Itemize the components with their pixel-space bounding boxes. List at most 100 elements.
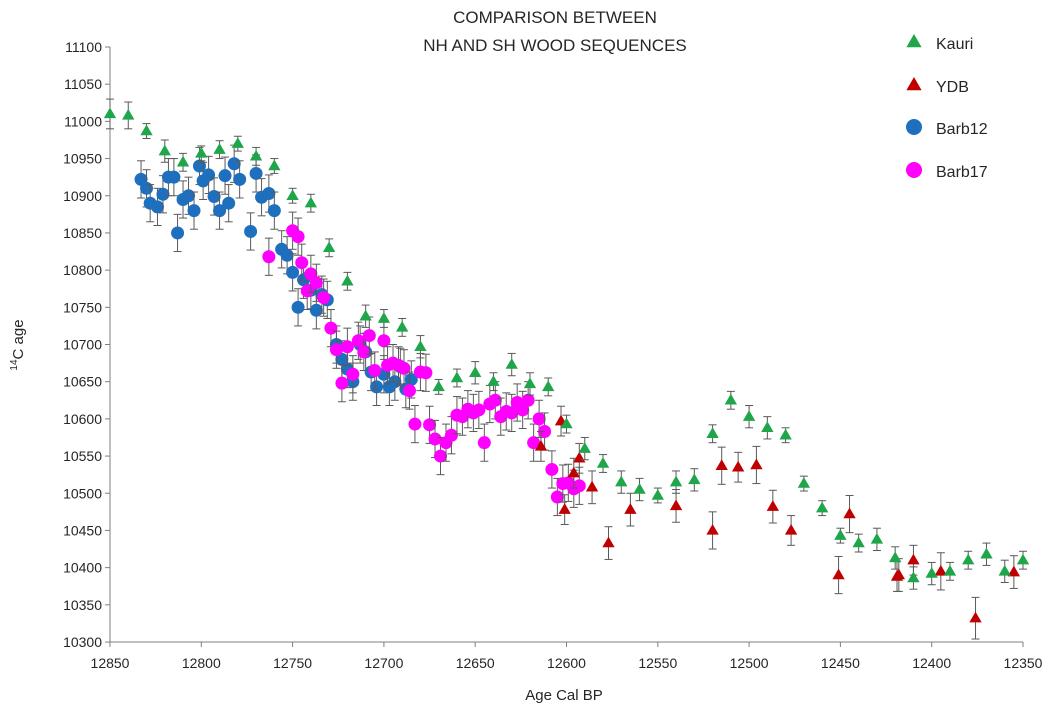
data-point-kauri xyxy=(779,428,792,440)
x-tick-label: 12800 xyxy=(182,655,221,671)
y-tick-label: 11050 xyxy=(64,76,102,92)
y-tick-label: 10350 xyxy=(63,597,102,613)
data-point-barb12 xyxy=(280,248,294,262)
data-point-barb17 xyxy=(346,367,360,381)
y-axis-title: 14C age xyxy=(9,319,27,370)
data-point-kauri xyxy=(925,567,938,578)
data-point-ydb xyxy=(907,553,920,565)
x-tick-label: 12500 xyxy=(730,655,769,671)
data-point-ydb xyxy=(750,458,763,470)
data-point-kauri xyxy=(158,144,171,156)
y-tick-label: 10400 xyxy=(63,560,102,576)
data-point-kauri xyxy=(249,149,263,161)
x-axis-title: Age Cal BP xyxy=(525,687,603,704)
data-point-barb17 xyxy=(317,291,331,305)
data-point-kauri xyxy=(432,380,445,392)
y-tick-label: 10600 xyxy=(63,411,102,427)
y-tick-label: 10900 xyxy=(63,188,102,204)
legend-label-barb12: Barb12 xyxy=(936,121,988,138)
series-ydb xyxy=(534,405,1021,640)
data-point-barb12 xyxy=(227,157,241,171)
data-point-kauri xyxy=(998,564,1011,576)
data-point-kauri xyxy=(633,483,646,494)
data-point-kauri xyxy=(596,457,610,468)
data-point-barb17 xyxy=(521,393,535,407)
data-point-kauri xyxy=(615,475,628,487)
data-point-kauri xyxy=(542,380,555,392)
data-point-ydb xyxy=(706,523,719,535)
data-point-kauri xyxy=(962,553,975,565)
data-point-kauri xyxy=(359,309,372,321)
data-point-ydb xyxy=(843,507,856,519)
data-point-barb12 xyxy=(187,204,201,218)
data-point-barb12 xyxy=(233,172,247,186)
data-point-barb17 xyxy=(545,462,559,476)
data-point-ydb xyxy=(731,460,745,472)
data-point-barb17 xyxy=(527,436,541,450)
data-point-barb12 xyxy=(222,196,236,210)
data-point-kauri xyxy=(195,146,208,158)
data-point-ydb xyxy=(784,523,798,535)
data-point-kauri xyxy=(103,107,117,119)
data-point-ydb xyxy=(534,439,548,451)
data-point-barb17 xyxy=(423,418,437,432)
data-point-ydb xyxy=(766,500,780,511)
data-point-kauri xyxy=(469,366,482,377)
data-point-barb12 xyxy=(156,187,170,201)
data-point-kauri xyxy=(523,377,537,389)
y-tick-label: 10450 xyxy=(63,522,102,538)
data-point-barb12 xyxy=(218,169,232,183)
legend-item-barb17: Barb17 xyxy=(906,162,988,181)
data-point-ydb xyxy=(969,611,982,623)
y-axis-title-superscript: 14 xyxy=(9,359,20,371)
data-point-kauri xyxy=(414,340,427,351)
legend: Kauri YDB Barb12 Barb17 xyxy=(906,34,988,181)
data-point-ydb xyxy=(573,451,586,463)
data-point-ydb xyxy=(567,466,580,478)
legend-marker-barb17 xyxy=(906,162,922,178)
data-point-barb17 xyxy=(368,364,382,378)
data-point-kauri xyxy=(341,274,354,286)
data-point-barb12 xyxy=(404,372,418,386)
data-point-kauri xyxy=(889,551,902,563)
x-tick-label: 12850 xyxy=(91,655,130,671)
data-point-kauri xyxy=(761,421,774,433)
data-point-ydb xyxy=(558,503,571,514)
data-point-barb17 xyxy=(295,256,309,270)
data-point-kauri xyxy=(852,536,865,548)
data-point-barb12 xyxy=(335,352,349,366)
legend-marker-ydb xyxy=(906,77,922,91)
legend-item-ydb: YDB xyxy=(906,77,969,96)
data-point-ydb xyxy=(669,499,683,511)
data-point-kauri xyxy=(907,571,920,583)
x-tick-label: 12650 xyxy=(456,655,495,671)
x-tick-label: 12700 xyxy=(364,655,403,671)
data-point-kauri xyxy=(651,488,664,500)
data-point-barb12 xyxy=(182,189,196,203)
x-tick-label: 12400 xyxy=(912,655,951,671)
data-point-barb17 xyxy=(329,343,343,357)
data-point-barb12 xyxy=(286,265,300,279)
data-point-barb17 xyxy=(309,276,323,290)
data-point-barb17 xyxy=(488,393,502,407)
data-point-ydb xyxy=(934,564,948,576)
data-point-barb17 xyxy=(419,366,433,380)
data-point-barb12 xyxy=(202,168,216,182)
series-kauri xyxy=(103,98,1030,590)
y-tick-label: 11000 xyxy=(64,113,102,129)
data-point-barb12 xyxy=(213,204,227,218)
data-point-barb17 xyxy=(477,436,491,450)
data-point-kauri xyxy=(140,124,153,136)
data-point-kauri xyxy=(268,159,281,171)
x-tick-label: 12750 xyxy=(273,655,312,671)
y-tick-label: 10800 xyxy=(63,262,102,278)
x-tick-label: 12600 xyxy=(547,655,586,671)
x-tick-label: 12350 xyxy=(1004,655,1043,671)
data-point-kauri xyxy=(943,564,957,576)
data-point-kauri xyxy=(560,417,573,429)
series-barb17 xyxy=(262,211,586,517)
data-point-barb17 xyxy=(351,334,365,348)
data-point-barb12 xyxy=(262,187,276,201)
data-point-barb17 xyxy=(357,345,371,359)
